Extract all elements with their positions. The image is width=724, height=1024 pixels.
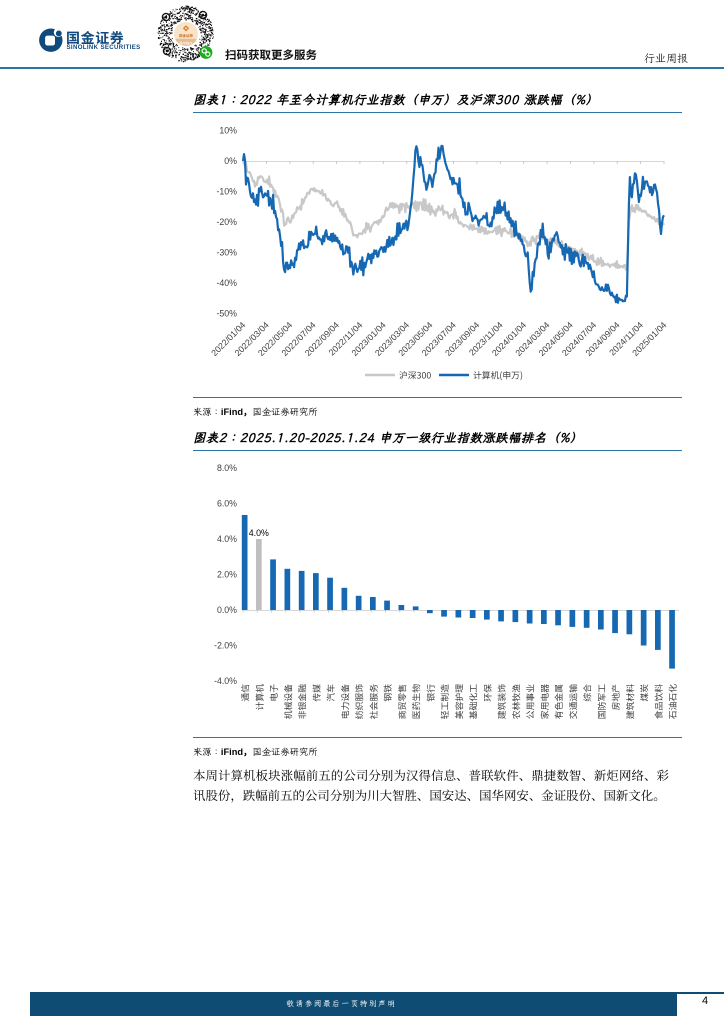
svg-text:商贸零售: 商贸零售 [395,684,408,719]
svg-text:煤炭: 煤炭 [638,684,651,702]
svg-text:8.0%: 8.0% [217,463,237,473]
svg-text:-2.0%: -2.0% [214,641,237,651]
svg-text:医药生物: 医药生物 [410,684,423,719]
svg-text:国金证券: 国金证券 [179,34,193,39]
svg-text:0.0%: 0.0% [217,605,237,615]
svg-text:非银金融: 非银金融 [296,684,309,719]
svg-text:综合: 综合 [581,684,594,702]
svg-text:建筑材料: 建筑材料 [623,684,636,719]
svg-text:通信: 通信 [239,684,252,702]
svg-text:国防军工: 国防军工 [595,684,608,719]
svg-text:-40%: -40% [216,278,237,288]
svg-text:钢铁: 钢铁 [381,684,394,702]
svg-text:机械设备: 机械设备 [281,684,294,719]
svg-text:4.0%: 4.0% [249,528,269,538]
svg-text:4.0%: 4.0% [217,534,237,544]
svg-text:10%: 10% [219,126,237,136]
svg-text:电子: 电子 [267,684,280,702]
svg-text:沪深300: 沪深300 [399,369,431,382]
svg-text:交通运输: 交通运输 [566,684,579,719]
svg-text:-4.0%: -4.0% [214,676,237,686]
svg-text:-30%: -30% [216,248,237,258]
svg-text:-50%: -50% [216,309,237,319]
svg-text:计算机: 计算机 [253,684,266,711]
svg-text:银行: 银行 [424,684,437,702]
svg-text:轻工制造: 轻工制造 [438,684,451,719]
svg-text:石油石化: 石油石化 [666,684,679,719]
svg-text:房地产: 房地产 [609,684,622,711]
svg-text:食品饮料: 食品饮料 [652,684,665,719]
svg-text:基础化工: 基础化工 [467,684,480,719]
svg-text:电力设备: 电力设备 [338,684,351,719]
svg-text:家用电器: 家用电器 [538,684,551,719]
svg-text:建筑装饰: 建筑装饰 [495,684,508,719]
svg-text:纺织服饰: 纺织服饰 [353,684,366,719]
svg-text:社会服务: 社会服务 [367,684,380,719]
svg-text:公用事业: 公用事业 [524,684,537,719]
svg-text:2.0%: 2.0% [217,570,237,580]
svg-text:环保: 环保 [481,684,494,702]
svg-text:-10%: -10% [216,187,237,197]
svg-text:农林牧渔: 农林牧渔 [509,684,522,719]
svg-text:有色金属: 有色金属 [552,684,565,719]
svg-text:传媒: 传媒 [310,684,323,702]
svg-text:微信服务: 微信服务 [179,41,193,46]
svg-text:美容护理: 美容护理 [452,684,465,719]
svg-text:0%: 0% [224,156,237,166]
svg-text:计算机(申万): 计算机(申万) [473,369,523,382]
svg-text:-20%: -20% [216,217,237,227]
svg-text:汽车: 汽车 [324,684,337,702]
svg-text:6.0%: 6.0% [217,499,237,509]
